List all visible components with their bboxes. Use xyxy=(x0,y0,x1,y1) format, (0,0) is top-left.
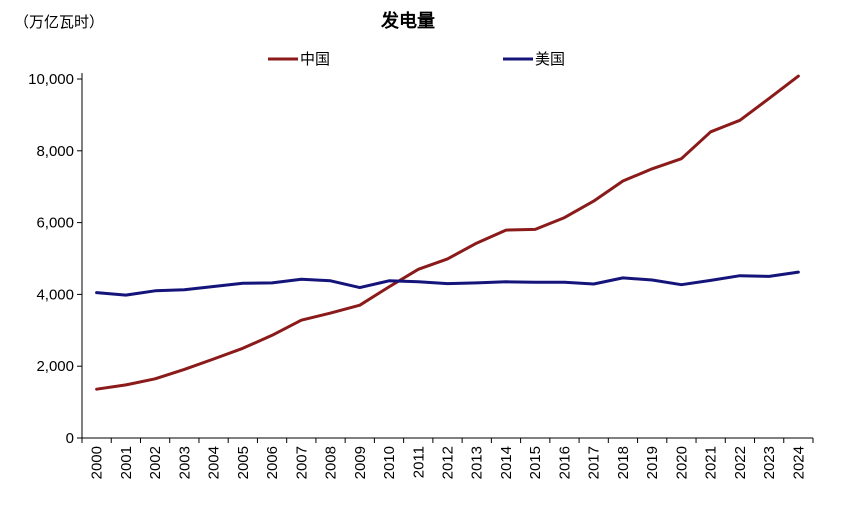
chart-title: 发电量 xyxy=(380,10,435,32)
x-tick-label: 2010 xyxy=(381,446,398,479)
series-line-usa xyxy=(95,270,800,297)
x-tick-label: 2020 xyxy=(673,446,690,479)
x-tick-label: 2016 xyxy=(556,446,573,479)
x-tick-label: 2007 xyxy=(293,446,310,479)
x-tick-label: 2021 xyxy=(703,446,720,479)
x-tick-label: 2000 xyxy=(89,446,106,479)
x-tick-label: 2015 xyxy=(527,446,544,479)
x-tick-label: 2001 xyxy=(118,446,135,479)
series-line-china xyxy=(95,74,800,391)
y-tick-label: 4,000 xyxy=(36,286,74,303)
y-tick-label: 2,000 xyxy=(36,358,74,375)
x-tick-label: 2012 xyxy=(440,446,457,479)
x-tick-label: 2013 xyxy=(469,446,486,479)
y-tick-label: 6,000 xyxy=(36,215,74,232)
series-layer xyxy=(95,74,800,391)
x-tick-label: 2003 xyxy=(176,446,193,479)
y-tick-label: 0 xyxy=(66,430,74,447)
x-tick-label: 2004 xyxy=(206,446,223,479)
x-tick-label: 2009 xyxy=(352,446,369,479)
x-tick-label: 2002 xyxy=(147,446,164,479)
y-tick-label: 10,000 xyxy=(28,71,74,88)
x-axis: 2000 2001 2002 2003 2004 2005 2006 2007 2008 2009… xyxy=(81,437,814,479)
x-tick-label: 2024 xyxy=(790,446,807,479)
unit-label: （万亿瓦时） xyxy=(14,13,104,31)
x-tick-label: 2014 xyxy=(498,446,515,479)
x-tick-label: 2019 xyxy=(644,446,661,479)
x-tick-label: 2022 xyxy=(732,446,749,479)
legend: 中国 美国 xyxy=(268,50,565,68)
legend-label-usa: 美国 xyxy=(535,50,565,68)
x-tick-label: 2017 xyxy=(586,446,603,479)
legend-label-china: 中国 xyxy=(300,50,330,68)
x-tick-label: 2008 xyxy=(323,446,340,479)
y-tick-label: 8,000 xyxy=(36,143,74,160)
y-axis: 0 2,000 4,000 6,000 8,000 10,000 xyxy=(28,71,83,447)
x-tick-label: 2006 xyxy=(264,446,281,479)
x-tick-label: 2005 xyxy=(235,446,252,479)
x-tick-label: 2011 xyxy=(410,446,427,478)
x-tick-label: 2018 xyxy=(615,446,632,479)
x-tick-label: 2023 xyxy=(761,446,778,479)
